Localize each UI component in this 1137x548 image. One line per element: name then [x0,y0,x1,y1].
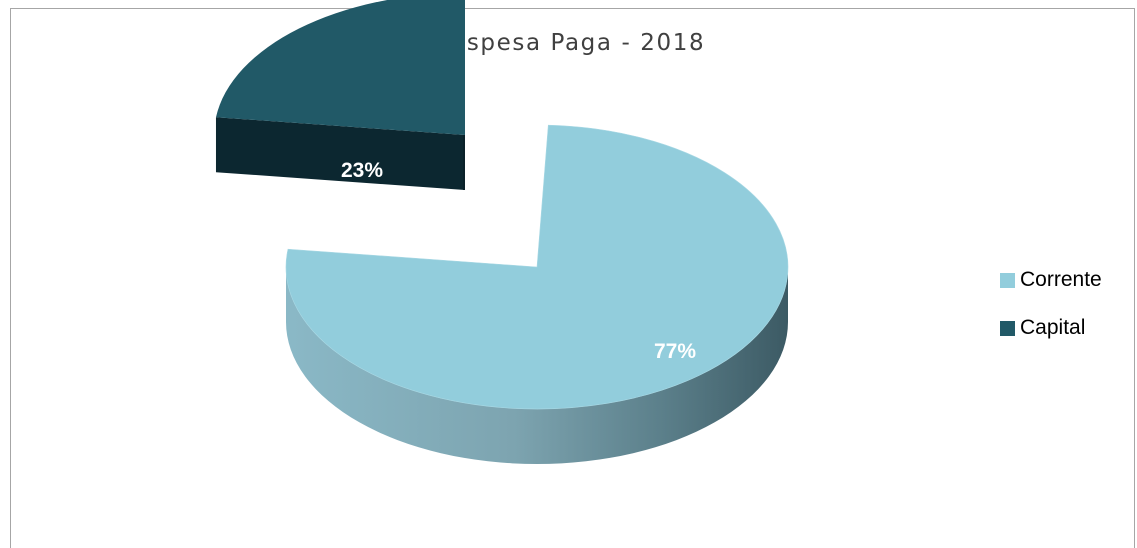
legend-swatch-capital [1000,321,1015,336]
legend-label-capital: Capital [1020,316,1085,340]
legend-item-capital: Capital [1000,314,1102,342]
legend-item-corrente: Corrente [1000,266,1102,294]
slice-capital-edge [463,135,465,190]
legend-label-corrente: Corrente [1020,268,1102,292]
data-label-corrente: 77% [654,340,696,363]
data-label-capital: 23% [341,159,383,182]
pie-chart: 77% 23% [0,0,1137,533]
legend-swatch-corrente [1000,273,1015,288]
legend: Corrente Capital [1000,266,1102,362]
slice-capital [216,0,465,135]
